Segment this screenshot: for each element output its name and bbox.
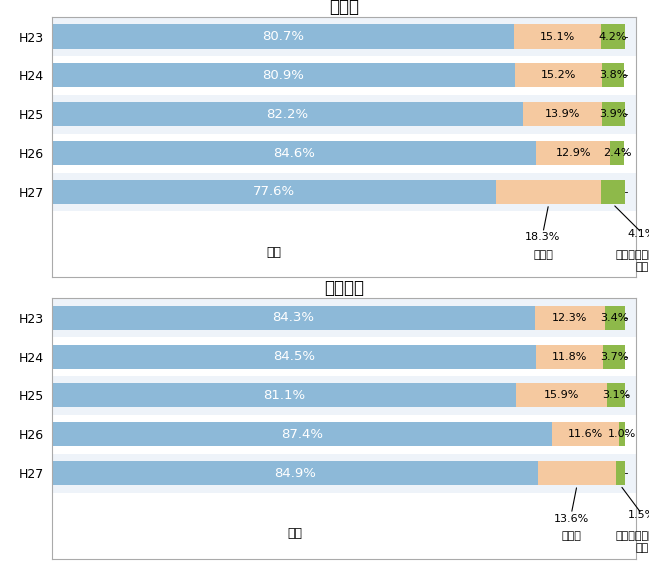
Bar <box>52 102 522 127</box>
Bar <box>52 173 636 211</box>
Text: 届いていない・そ
の他: 届いていない・そ の他 <box>615 531 649 553</box>
Bar <box>536 344 604 369</box>
Text: 3.9%: 3.9% <box>599 109 628 119</box>
Text: 81.1%: 81.1% <box>263 389 305 402</box>
Bar <box>52 415 636 454</box>
Text: 見ない: 見ない <box>533 250 553 260</box>
Text: 3.4%: 3.4% <box>600 313 629 323</box>
Bar <box>535 306 605 329</box>
Text: 見る: 見る <box>288 527 302 540</box>
Bar <box>52 306 535 329</box>
Bar <box>52 56 636 95</box>
Title: 無延滞者: 無延滞者 <box>324 279 364 297</box>
Text: 15.2%: 15.2% <box>541 70 576 80</box>
Bar <box>536 141 610 165</box>
Text: 見る: 見る <box>267 246 282 259</box>
Bar <box>514 25 600 48</box>
Text: 77.6%: 77.6% <box>253 185 295 198</box>
Bar <box>496 180 601 204</box>
Text: 4.1%: 4.1% <box>628 229 649 239</box>
Text: 87.4%: 87.4% <box>281 428 323 441</box>
Text: 3.1%: 3.1% <box>602 390 630 400</box>
Bar <box>605 306 624 329</box>
Text: 18.3%: 18.3% <box>525 233 561 242</box>
Bar <box>610 141 624 165</box>
Text: 80.7%: 80.7% <box>262 30 304 43</box>
Text: 見ない: 見ない <box>561 531 582 541</box>
Bar <box>52 56 636 95</box>
Bar <box>52 461 538 485</box>
Bar <box>52 422 552 446</box>
Bar <box>52 63 515 87</box>
Bar <box>52 25 514 48</box>
Bar <box>52 344 536 369</box>
Text: 84.5%: 84.5% <box>273 350 315 363</box>
Title: 延滞者: 延滞者 <box>329 0 359 15</box>
Bar <box>52 180 496 204</box>
Bar <box>616 461 624 485</box>
Bar <box>602 63 624 87</box>
Text: 15.9%: 15.9% <box>544 390 580 400</box>
Bar <box>52 384 517 408</box>
Text: 84.9%: 84.9% <box>274 467 316 479</box>
Text: 12.9%: 12.9% <box>556 148 591 158</box>
Bar <box>515 63 602 87</box>
Text: 15.1%: 15.1% <box>540 31 575 42</box>
Text: 1.5%: 1.5% <box>628 510 649 520</box>
Text: 3.7%: 3.7% <box>600 352 628 361</box>
Text: 82.2%: 82.2% <box>266 108 308 121</box>
Text: 2.4%: 2.4% <box>603 148 631 158</box>
Bar <box>52 134 636 173</box>
Bar <box>52 337 636 376</box>
Text: 3.8%: 3.8% <box>599 70 628 80</box>
Bar <box>52 415 636 454</box>
Bar <box>607 384 625 408</box>
Text: 11.8%: 11.8% <box>552 352 587 361</box>
Bar <box>552 422 619 446</box>
Text: 12.3%: 12.3% <box>552 313 587 323</box>
Bar <box>538 461 616 485</box>
Text: 11.6%: 11.6% <box>568 429 604 439</box>
Bar <box>52 337 636 376</box>
Bar <box>600 25 624 48</box>
Bar <box>52 298 636 337</box>
Bar <box>602 102 624 127</box>
Bar <box>604 344 624 369</box>
Text: 13.9%: 13.9% <box>545 109 580 119</box>
Bar <box>52 17 636 56</box>
Bar <box>522 102 602 127</box>
Bar <box>52 95 636 134</box>
Text: 84.6%: 84.6% <box>273 146 315 160</box>
Text: 84.3%: 84.3% <box>273 311 314 324</box>
Bar <box>517 384 607 408</box>
Text: 80.9%: 80.9% <box>263 69 304 82</box>
Bar <box>52 376 636 415</box>
Bar <box>619 422 624 446</box>
Bar <box>52 134 636 173</box>
Bar <box>52 141 536 165</box>
Bar <box>52 454 636 492</box>
Text: 4.2%: 4.2% <box>598 31 627 42</box>
Text: 届いていない・そ
の他: 届いていない・そ の他 <box>615 250 649 272</box>
Text: 1.0%: 1.0% <box>607 429 636 439</box>
Text: 13.6%: 13.6% <box>554 514 589 524</box>
Bar <box>601 180 624 204</box>
